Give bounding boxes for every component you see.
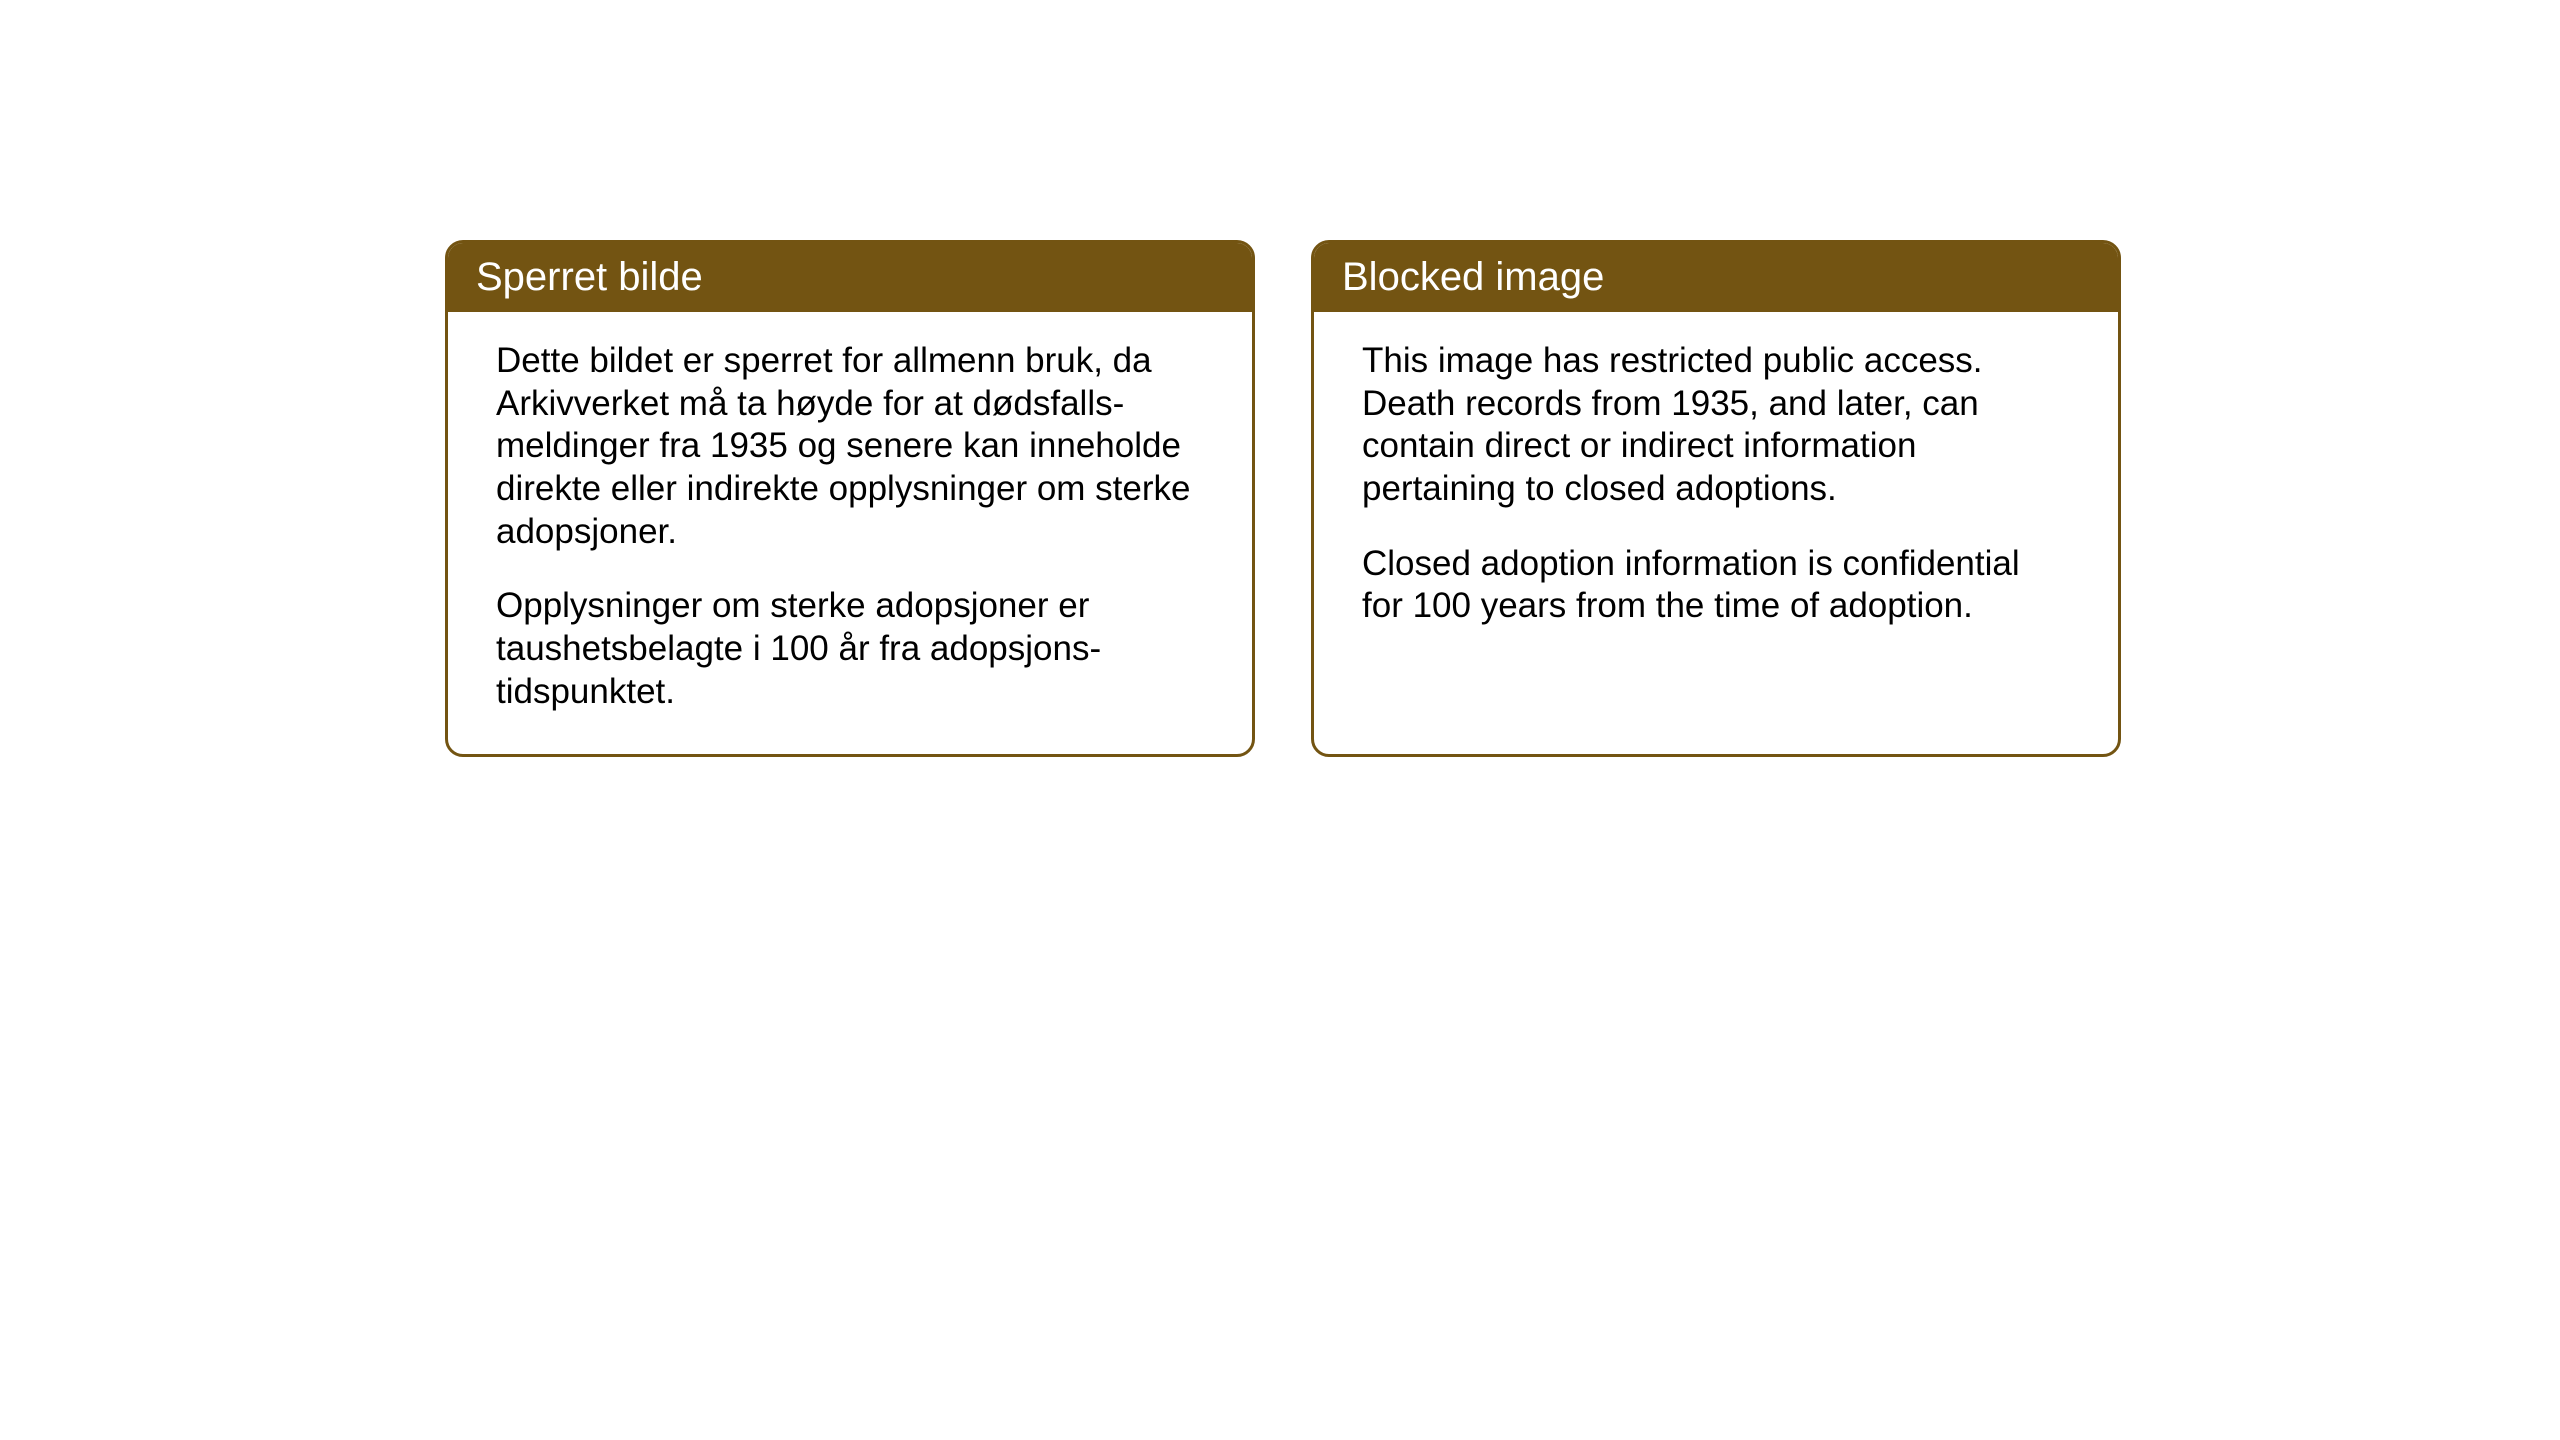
card-english-paragraph-2: Closed adoption information is confident… — [1362, 543, 2070, 628]
card-english-title: Blocked image — [1342, 255, 1604, 299]
card-english-paragraph-1: This image has restricted public access.… — [1362, 340, 2070, 511]
card-norwegian-body: Dette bildet er sperret for allmenn bruk… — [448, 312, 1252, 754]
card-english-header: Blocked image — [1314, 243, 2118, 312]
card-norwegian-title: Sperret bilde — [476, 255, 703, 299]
card-norwegian-paragraph-1: Dette bildet er sperret for allmenn bruk… — [496, 340, 1204, 553]
card-english-body: This image has restricted public access.… — [1314, 312, 2118, 668]
card-english: Blocked image This image has restricted … — [1311, 240, 2121, 757]
cards-container: Sperret bilde Dette bildet er sperret fo… — [445, 240, 2121, 757]
card-norwegian-paragraph-2: Opplysninger om sterke adopsjoner er tau… — [496, 585, 1204, 713]
card-norwegian-header: Sperret bilde — [448, 243, 1252, 312]
card-norwegian: Sperret bilde Dette bildet er sperret fo… — [445, 240, 1255, 757]
